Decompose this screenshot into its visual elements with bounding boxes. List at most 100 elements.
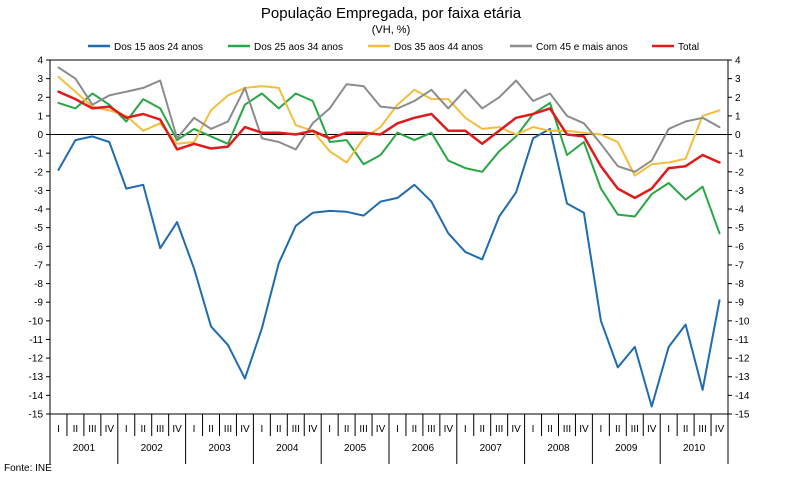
x-tick-label-quarter: I xyxy=(57,424,60,435)
y-tick-label-right: -4 xyxy=(735,205,744,216)
y-tick-label-right: 0 xyxy=(735,130,741,141)
y-tick-label-left: 4 xyxy=(37,56,43,67)
y-axis-right: 4 3 2 1 0 -1 -2 -3 -4 -5 -6 -7 -8 -9 -10 -11 -12 -13 -14 -1… xyxy=(728,56,750,421)
x-tick-label-quarter: I xyxy=(396,424,399,435)
y-tick-label-right: -10 xyxy=(735,316,750,327)
y-tick-label-left: -15 xyxy=(29,410,44,421)
y-tick-label-left: 2 xyxy=(37,93,43,104)
legend: Dos 15 aos 24 anos Dos 25 aos 34 anos Dos … xyxy=(88,42,699,53)
y-tick-label-left: -3 xyxy=(34,186,43,197)
x-tick-label-quarter: II xyxy=(479,424,485,435)
x-tick-label-quarter: I xyxy=(125,424,128,435)
series-line-4 xyxy=(57,66,721,173)
x-tick-label-quarter: II xyxy=(412,424,418,435)
y-tick-label-right: -9 xyxy=(735,298,744,309)
y-tick-label-right: -6 xyxy=(735,242,744,253)
y-tick-label-left: -7 xyxy=(34,260,43,271)
x-tick-label-quarter: IV xyxy=(444,424,454,435)
plot-frame xyxy=(49,59,729,415)
y-tick-label-right: -7 xyxy=(735,260,744,271)
x-tick-label-year: 2001 xyxy=(73,443,96,454)
x-tick-label-quarter: IV xyxy=(240,424,250,435)
x-tick-label-quarter: III xyxy=(292,424,300,435)
x-tick-label-year: 2004 xyxy=(276,443,299,454)
y-tick-label-left: -1 xyxy=(34,149,43,160)
x-tick-label-quarter: I xyxy=(532,424,535,435)
x-tick-label-quarter: III xyxy=(495,424,503,435)
x-tick-label-quarter: III xyxy=(156,424,164,435)
series-line-3 xyxy=(57,75,721,177)
x-tick-label-quarter: III xyxy=(359,424,367,435)
x-tick-label-quarter: I xyxy=(260,424,263,435)
x-tick-label-year: 2005 xyxy=(344,443,367,454)
x-tick-label-quarter: II xyxy=(208,424,214,435)
y-tick-label-left: -9 xyxy=(34,298,43,309)
x-tick-label-quarter: III xyxy=(698,424,706,435)
x-tick-label-year: 2003 xyxy=(208,443,231,454)
series-line-2 xyxy=(57,92,721,235)
axis-frame xyxy=(49,59,729,415)
x-tick-label-quarter: IV xyxy=(647,424,657,435)
x-tick-label-year: 2010 xyxy=(683,443,706,454)
x-tick-label-quarter: IV xyxy=(579,424,589,435)
y-tick-label-right: 3 xyxy=(735,74,741,85)
y-axis-left: 4 3 2 1 0 -1 -2 -3 -4 -5 -6 -7 -8 -9 -10 -11 -12 -13 -14 -1… xyxy=(29,56,50,421)
y-tick-label-left: -5 xyxy=(34,223,43,234)
y-tick-label-right: 2 xyxy=(735,93,741,104)
x-tick-label-year: 2007 xyxy=(480,443,503,454)
chart-subtitle: (VH, %) xyxy=(372,24,411,36)
x-tick-label-quarter: II xyxy=(615,424,621,435)
x-tick-label-quarter: II xyxy=(73,424,79,435)
x-tick-label-quarter: II xyxy=(140,424,146,435)
y-tick-label-right: 4 xyxy=(735,56,741,67)
x-tick-label-quarter: III xyxy=(427,424,435,435)
y-tick-label-right: -2 xyxy=(735,167,744,178)
x-tick-label-quarter: I xyxy=(599,424,602,435)
y-tick-label-left: -6 xyxy=(34,242,43,253)
legend-label: Dos 35 aos 44 anos xyxy=(394,42,483,53)
legend-label: Dos 15 aos 24 anos xyxy=(114,42,203,53)
x-tick-label-quarter: IV xyxy=(105,424,115,435)
y-tick-label-left: 1 xyxy=(37,111,43,122)
x-tick-label-quarter: IV xyxy=(511,424,521,435)
x-tick-label-quarter: IV xyxy=(715,424,725,435)
x-tick-label-quarter: IV xyxy=(172,424,182,435)
y-tick-label-right: -12 xyxy=(735,354,750,365)
y-tick-label-left: -2 xyxy=(34,167,43,178)
y-tick-label-left: -10 xyxy=(29,316,44,327)
x-tick-label-quarter: III xyxy=(563,424,571,435)
x-tick-label-quarter: II xyxy=(344,424,350,435)
y-tick-label-right: -8 xyxy=(735,279,744,290)
y-tick-label-left: 0 xyxy=(37,130,43,141)
x-tick-label-quarter: IV xyxy=(376,424,386,435)
series-line-5 xyxy=(57,90,721,200)
x-tick-label-quarter: III xyxy=(224,424,232,435)
source-note: Fonte: INE xyxy=(4,463,52,474)
y-tick-label-right: -3 xyxy=(735,186,744,197)
series-line-1 xyxy=(57,127,721,408)
x-tick-label-quarter: I xyxy=(464,424,467,435)
x-tick-label-year: 2006 xyxy=(412,443,435,454)
x-tick-label-quarter: II xyxy=(547,424,553,435)
y-tick-label-right: -14 xyxy=(735,391,750,402)
y-tick-label-right: -1 xyxy=(735,149,744,160)
legend-label: Com 45 e mais anos xyxy=(536,42,628,53)
y-tick-label-left: -11 xyxy=(29,335,43,346)
chart-title: População Empregada, por faixa etária xyxy=(261,5,522,22)
x-tick-label-quarter: I xyxy=(328,424,331,435)
y-tick-label-left: -4 xyxy=(34,205,43,216)
x-tick-label-quarter: II xyxy=(276,424,282,435)
y-tick-label-right: -11 xyxy=(735,335,749,346)
y-tick-label-right: -5 xyxy=(735,223,744,234)
y-tick-label-left: -8 xyxy=(34,279,43,290)
x-tick-label-quarter: IV xyxy=(308,424,318,435)
y-tick-label-left: -12 xyxy=(29,354,44,365)
y-tick-label-left: -13 xyxy=(29,372,44,383)
x-tick-label-year: 2008 xyxy=(547,443,570,454)
y-tick-label-left: -14 xyxy=(29,391,44,402)
legend-label: Total xyxy=(678,42,699,53)
legend-label: Dos 25 aos 34 anos xyxy=(254,42,343,53)
x-tick-label-quarter: I xyxy=(667,424,670,435)
x-axis: I II III IV I II III IV I II III IV I II III IV I II III IV… xyxy=(49,414,729,464)
